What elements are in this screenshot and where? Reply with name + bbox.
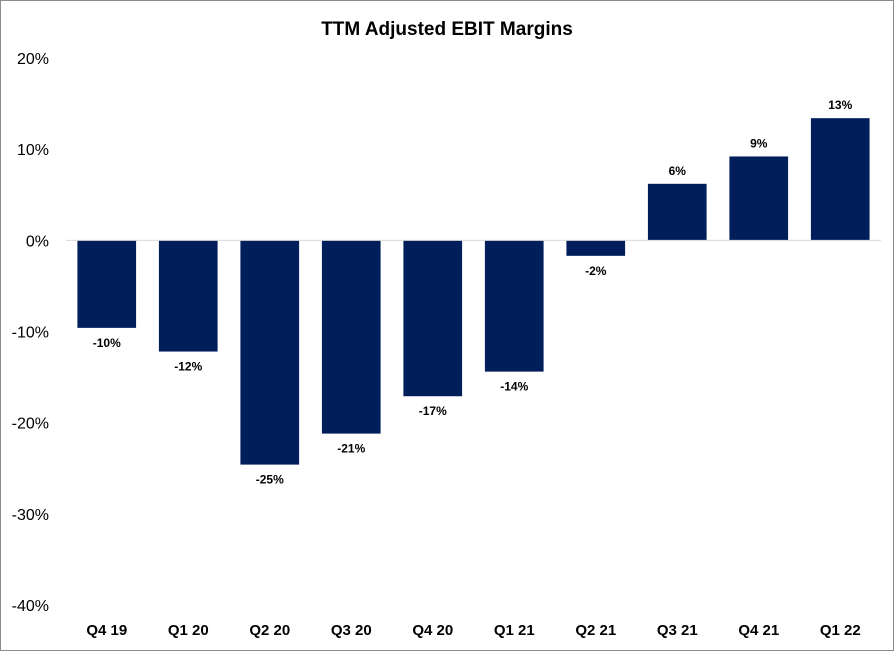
bar: [566, 240, 626, 256]
data-label: 6%: [669, 164, 687, 178]
y-tick-label: 10%: [17, 142, 49, 159]
y-tick-label: -20%: [12, 416, 49, 433]
data-label: 9%: [750, 136, 768, 150]
x-tick-label: Q2 20: [249, 622, 290, 639]
x-tick-label: Q3 20: [331, 622, 372, 639]
x-tick-label: Q4 20: [412, 622, 453, 639]
x-tick-label: Q2 21: [575, 622, 616, 639]
y-tick-label: -30%: [12, 507, 49, 524]
data-label: -25%: [256, 473, 284, 487]
x-tick-label: Q3 21: [657, 622, 698, 639]
bar: [484, 240, 544, 372]
x-tick-label: Q1 21: [494, 622, 535, 639]
y-tick-label: -10%: [12, 325, 49, 342]
data-label: -2%: [585, 264, 607, 278]
bar: [810, 118, 870, 241]
bar: [158, 240, 218, 352]
bar: [240, 240, 300, 465]
bar: [321, 240, 381, 434]
data-label: -14%: [500, 380, 528, 394]
chart-title: TTM Adjusted EBIT Margins: [321, 19, 573, 40]
bar: [403, 240, 463, 397]
y-tick-label: 0%: [26, 233, 49, 250]
y-tick-label: 20%: [17, 51, 49, 68]
data-label: -10%: [93, 336, 121, 350]
y-axis: 20% 10% 0% -10% -20% -30% -40%: [12, 51, 49, 615]
x-tick-label: Q4 21: [738, 622, 779, 639]
bar: [729, 156, 789, 241]
bars: [77, 118, 870, 465]
x-axis: Q4 19 Q1 20 Q2 20 Q3 20 Q4 20 Q1 21 Q2 21 Q3 21…: [86, 622, 860, 639]
data-label: -21%: [337, 442, 365, 456]
data-label: -12%: [174, 360, 202, 374]
x-tick-label: Q4 19: [86, 622, 127, 639]
bar: [77, 240, 137, 328]
data-labels: -10% -12% -25% -21% -17% -14% -2% 6% 9% 13%: [93, 98, 853, 486]
data-label: -17%: [419, 404, 447, 418]
y-tick-label: -40%: [12, 598, 49, 615]
x-tick-label: Q1 22: [820, 622, 861, 639]
x-tick-label: Q1 20: [168, 622, 209, 639]
bar: [647, 183, 707, 241]
data-label: 13%: [828, 98, 852, 112]
